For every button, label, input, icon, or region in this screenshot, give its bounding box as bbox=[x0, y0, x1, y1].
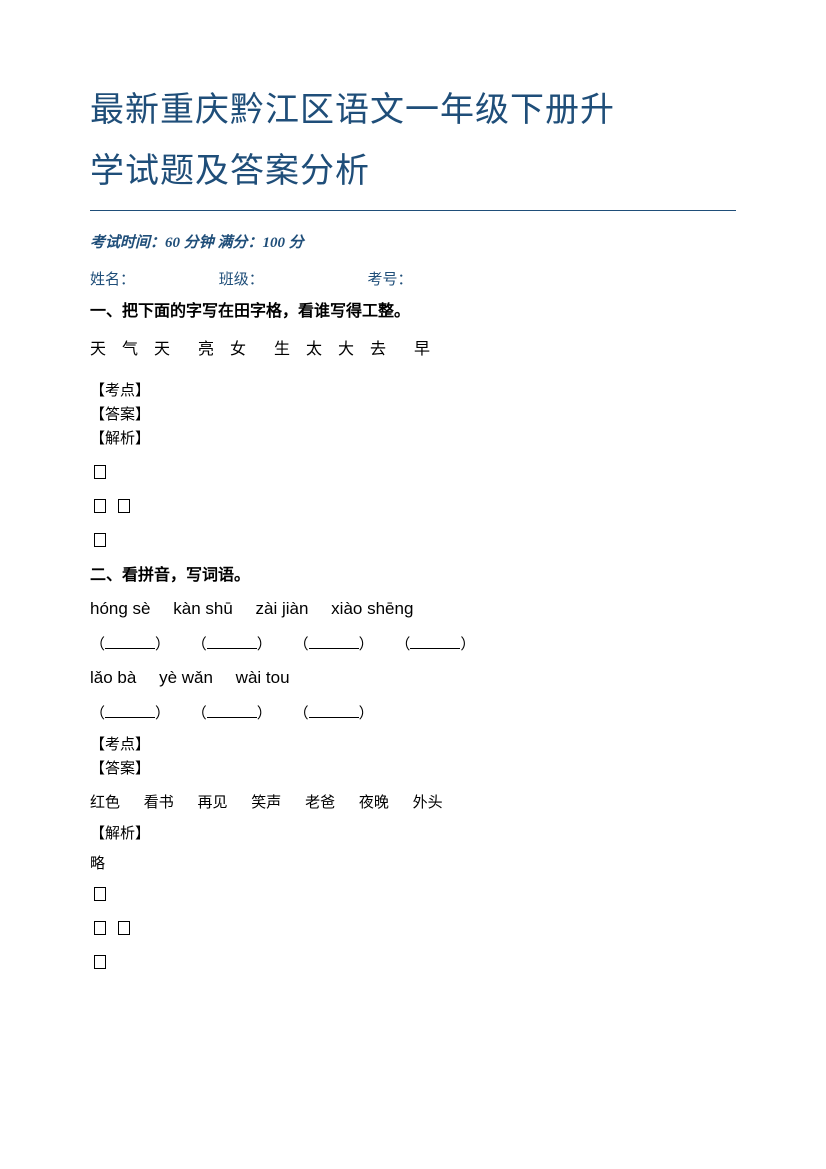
section1-kaodian: 【考点】 bbox=[90, 379, 736, 403]
section2-kaodian: 【考点】 bbox=[90, 733, 736, 757]
placeholder-box bbox=[94, 887, 106, 901]
placeholder-box bbox=[118, 499, 130, 513]
placeholder-box bbox=[94, 955, 106, 969]
answer-2: 看书 bbox=[144, 795, 174, 811]
placeholder-row-1 bbox=[90, 459, 736, 485]
placeholder-row-5 bbox=[90, 915, 736, 941]
blank-5: （） bbox=[90, 706, 170, 722]
class-label: 班级： bbox=[219, 268, 264, 289]
placeholder-box bbox=[94, 921, 106, 935]
section2-jiexi-text: 略 bbox=[90, 852, 736, 873]
blank-row-1: （） （） （） （） bbox=[90, 633, 736, 654]
answer-row: 红色 看书 再见 笑声 老爸 夜晚 外头 bbox=[90, 791, 736, 812]
blank-row-2: （） （） （） bbox=[90, 702, 736, 723]
exam-info: 考试时间：60 分钟 满分：100 分 bbox=[90, 231, 736, 252]
pinyin-5: lǎo bà bbox=[90, 668, 136, 687]
pinyin-row-1: hóng sè kàn shū zài jiàn xiào shēng bbox=[90, 599, 736, 619]
pinyin-1: hóng sè bbox=[90, 599, 151, 618]
section1-daan: 【答案】 bbox=[90, 403, 736, 427]
section1-title: 一、把下面的字写在田字格，看谁写得工整。 bbox=[90, 297, 736, 321]
placeholder-box bbox=[94, 465, 106, 479]
blank-2: （） bbox=[192, 637, 272, 653]
answer-3: 再见 bbox=[198, 795, 228, 811]
pinyin-3: zài jiàn bbox=[256, 599, 309, 618]
pinyin-2: kàn shū bbox=[173, 599, 233, 618]
name-label: 姓名： bbox=[90, 268, 135, 289]
placeholder-row-4 bbox=[90, 881, 736, 907]
section2-daan: 【答案】 bbox=[90, 757, 736, 781]
pinyin-7: wài tou bbox=[236, 668, 290, 687]
blank-1: （） bbox=[90, 637, 170, 653]
placeholder-box bbox=[118, 921, 130, 935]
pinyin-row-2: lǎo bà yè wǎn wài tou bbox=[90, 668, 736, 688]
placeholder-row-2 bbox=[90, 493, 736, 519]
blank-6: （） bbox=[192, 706, 272, 722]
id-label: 考号： bbox=[368, 268, 413, 289]
placeholder-row-6 bbox=[90, 949, 736, 975]
answer-5: 老爸 bbox=[305, 795, 335, 811]
document-title-line1: 最新重庆黔江区语文一年级下册升 bbox=[90, 80, 736, 141]
answer-4: 笑声 bbox=[251, 795, 281, 811]
answer-1: 红色 bbox=[90, 795, 120, 811]
section1-jiexi: 【解析】 bbox=[90, 427, 736, 451]
pinyin-4: xiào shēng bbox=[331, 599, 413, 618]
section2-jiexi: 【解析】 bbox=[90, 822, 736, 846]
student-info-row: 姓名： 班级： 考号： bbox=[90, 268, 736, 289]
placeholder-box bbox=[94, 533, 106, 547]
placeholder-row-3 bbox=[90, 527, 736, 553]
pinyin-6: yè wǎn bbox=[159, 668, 213, 687]
answer-7: 外头 bbox=[413, 795, 443, 811]
blank-3: （） bbox=[294, 637, 374, 653]
answer-6: 夜晚 bbox=[359, 795, 389, 811]
section2-title: 二、看拼音，写词语。 bbox=[90, 561, 736, 585]
blank-4: （） bbox=[395, 637, 475, 653]
document-title-line2: 学试题及答案分析 bbox=[90, 141, 736, 202]
title-underline bbox=[90, 210, 736, 211]
blank-7: （） bbox=[294, 706, 374, 722]
section1-chars: 天 气 天 亮 女 生 太 大 去 早 bbox=[90, 335, 736, 359]
placeholder-box bbox=[94, 499, 106, 513]
